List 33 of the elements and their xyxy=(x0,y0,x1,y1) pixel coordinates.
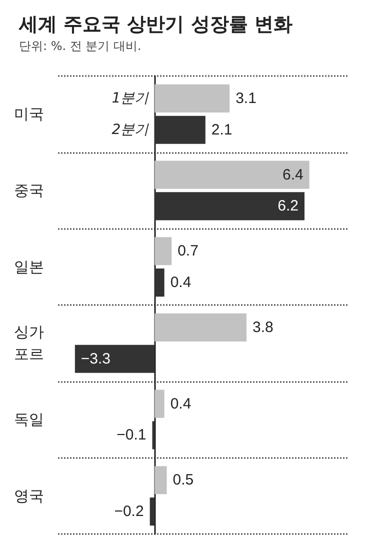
bar xyxy=(154,268,164,297)
bar xyxy=(154,160,310,189)
chart-title: 세계 주요국 상반기 성장률 변화 xyxy=(18,14,292,36)
series-label: 1분기 xyxy=(112,90,150,106)
bar xyxy=(154,84,230,112)
data-label: 2.1 xyxy=(211,121,232,138)
y-tick-label: 독일 xyxy=(14,410,44,428)
y-tick-label: 싱가포르 xyxy=(14,323,44,364)
data-label: −0.1 xyxy=(116,426,146,444)
series-label: 2분기 xyxy=(112,122,150,138)
data-label: 3.8 xyxy=(252,318,274,336)
data-label: −0.2 xyxy=(114,503,144,520)
bar xyxy=(150,498,155,526)
bar xyxy=(154,192,304,220)
data-label: 0.4 xyxy=(170,395,192,412)
data-label: −3.3 xyxy=(80,350,111,368)
data-label: 0.5 xyxy=(172,472,194,489)
y-tick-label: 영국 xyxy=(14,486,44,505)
chart-subtitle: 단위: %. 전 분기 대비. xyxy=(19,39,142,53)
data-label: 0.4 xyxy=(170,274,192,292)
y-tick-label: 중국 xyxy=(14,182,44,200)
bar xyxy=(74,344,155,373)
data-label: 3.1 xyxy=(236,90,256,107)
bar xyxy=(154,116,206,144)
data-label: 0.7 xyxy=(178,242,198,260)
y-tick-label: 미국 xyxy=(14,105,44,124)
data-label: 6.2 xyxy=(278,198,298,215)
bar xyxy=(154,466,167,494)
bar xyxy=(154,313,246,342)
bar xyxy=(154,390,164,418)
data-label: 6.4 xyxy=(282,166,304,184)
y-tick-label: 일본 xyxy=(14,258,44,276)
bar xyxy=(154,237,172,266)
